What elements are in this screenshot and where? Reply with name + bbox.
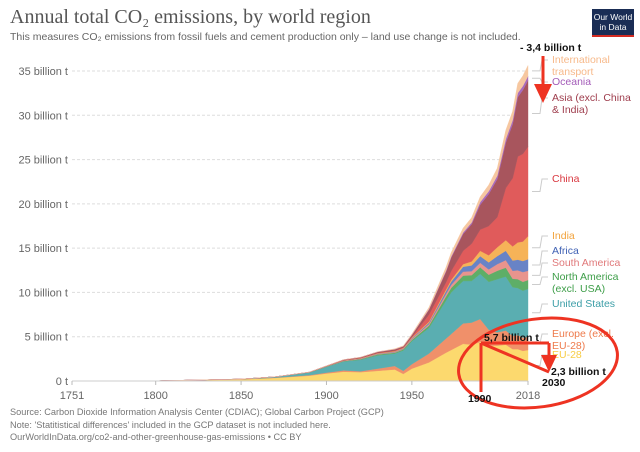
owid-logo[interactable]: Our World in Data	[592, 9, 634, 37]
legend-item[interactable]: United States	[532, 298, 615, 314]
area-international-transport[interactable]	[71, 65, 529, 382]
x-tick-label: 1900	[314, 390, 338, 402]
logo-line-1: Our World	[593, 12, 633, 22]
gridlines	[72, 70, 528, 338]
legend-connector	[532, 77, 548, 83]
legend-connector	[532, 97, 548, 115]
legend-label-line2: transport	[552, 66, 594, 78]
annotation-label: 2030	[542, 377, 566, 389]
legend-item[interactable]: India	[532, 230, 575, 249]
annotation-overlay: - 3,4 billion t 5,7 billion t 2,3 billion …	[457, 42, 619, 410]
legend-item[interactable]: Europe (excl.EU-28)	[532, 328, 614, 352]
legend-label-line2: & India)	[552, 104, 588, 116]
legend-item[interactable]: Oceania	[532, 76, 591, 88]
y-tick-label: 10 billion t	[18, 287, 68, 299]
source-text: Source: Carbon Dioxide Information Analy…	[10, 407, 384, 417]
footer: Source: Carbon Dioxide Information Analy…	[10, 406, 384, 444]
annotation-label: 2,3 billion t	[551, 366, 606, 378]
x-tick-label: 1850	[229, 390, 253, 402]
annotation-diagonal-line	[480, 341, 550, 374]
legend-label: South America	[552, 257, 620, 269]
annotation-label: 1990	[468, 393, 492, 405]
x-tick-label: 1950	[400, 390, 424, 402]
url-text[interactable]: OurWorldInData.org/co2-and-other-greenho…	[10, 432, 302, 442]
y-tick-label: 5 billion t	[25, 332, 68, 344]
legend-label: Oceania	[552, 76, 591, 88]
annotation-ellipse	[457, 316, 619, 410]
legend-label: EU-28	[552, 349, 582, 361]
legend-connector	[532, 303, 548, 314]
note-text: Note: 'Statitistical differences' includ…	[10, 419, 331, 430]
logo-line-2: in Data	[599, 22, 627, 32]
y-tick-label: 15 billion t	[18, 243, 68, 255]
annotation-drop-arrow-head	[541, 355, 557, 372]
legend-item[interactable]: Asia (excl. China& India)	[532, 92, 631, 116]
legend-label: China	[552, 173, 580, 185]
legend-item[interactable]: South America	[532, 257, 620, 276]
legend-label: International	[552, 54, 610, 66]
x-tick-label: 1751	[60, 390, 84, 402]
legend-label: Europe (excl.	[552, 328, 614, 340]
legend-connector	[532, 262, 548, 276]
x-axis: 1751 1800 1850 1900 1950 2018	[60, 380, 540, 402]
legend-label-line2: EU-28)	[552, 340, 585, 352]
y-tick-label: 35 billion t	[18, 66, 68, 78]
legend-item[interactable]: North America(excl. USA)	[532, 271, 619, 295]
y-tick-label: 30 billion t	[18, 110, 68, 122]
legend-connector	[532, 178, 548, 192]
legend-connector	[532, 235, 548, 249]
legend-connector	[532, 59, 548, 72]
legend-label: India	[552, 230, 575, 242]
legend-label: Africa	[552, 245, 579, 257]
annotation-label: - 3,4 billion t	[520, 42, 582, 54]
y-tick-label: 0 t	[56, 376, 68, 388]
legend-label: United States	[552, 298, 615, 310]
chart-subtitle: This measures CO₂ emissions from fossil …	[10, 31, 521, 43]
legend-label: Asia (excl. China	[552, 92, 631, 104]
y-tick-label: 25 billion t	[18, 155, 68, 167]
annotation-arrow-head	[534, 84, 552, 103]
x-tick-label: 2018	[516, 390, 540, 402]
legend-connector	[532, 276, 548, 285]
x-tick-label: 1800	[143, 390, 167, 402]
annotation-label: 5,7 billion t	[484, 332, 539, 344]
legend-item[interactable]: Africa	[532, 245, 579, 266]
legend-item[interactable]: EU-28	[532, 349, 582, 367]
legend-label-line2: (excl. USA)	[552, 283, 605, 295]
y-axis: 0 t 5 billion t 10 billion t 15 billion t 20…	[18, 66, 68, 388]
legend-item[interactable]: China	[532, 173, 580, 192]
legend-label: North America	[552, 271, 619, 283]
y-tick-label: 20 billion t	[18, 199, 68, 211]
chart-title: Annual total CO₂ emissions, by world reg…	[10, 6, 371, 28]
area-series	[71, 65, 529, 382]
legend-connector	[532, 250, 548, 266]
